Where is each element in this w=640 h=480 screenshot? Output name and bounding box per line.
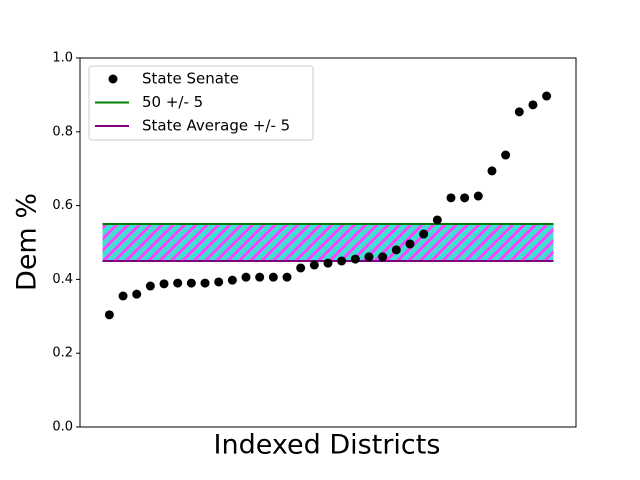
- y-tick-label: 0.0: [52, 420, 73, 435]
- point: [391, 245, 401, 255]
- band: [102, 224, 554, 261]
- x-axis-label: Indexed Districts: [214, 430, 441, 461]
- y-tick-label: 0.6: [52, 198, 73, 213]
- point: [378, 252, 388, 262]
- point: [405, 239, 415, 249]
- y-axis-label: Dem %: [12, 193, 43, 291]
- legend-label: 50 +/- 5: [142, 93, 203, 111]
- point: [514, 107, 524, 117]
- point: [528, 100, 538, 110]
- point: [159, 279, 169, 289]
- point: [337, 256, 347, 266]
- y-tick-label: 0.2: [52, 346, 73, 361]
- point: [104, 310, 114, 320]
- point: [282, 272, 292, 282]
- point: [446, 193, 456, 203]
- point: [268, 272, 278, 282]
- point: [145, 281, 155, 291]
- point: [364, 252, 374, 262]
- point: [432, 215, 442, 225]
- point: [118, 291, 128, 301]
- axes-frame: [79, 57, 577, 428]
- point: [419, 229, 429, 239]
- point: [460, 193, 470, 203]
- y-tick-label: 0.8: [52, 124, 73, 139]
- legend-label: State Average +/- 5: [142, 117, 290, 135]
- point: [350, 254, 360, 264]
- point: [323, 258, 333, 268]
- point: [501, 150, 511, 160]
- point: [487, 166, 497, 176]
- point: [214, 277, 224, 287]
- point: [309, 260, 319, 270]
- point: [132, 289, 142, 299]
- point: [200, 278, 210, 288]
- point: [241, 272, 251, 282]
- point: [473, 191, 483, 201]
- point: [186, 278, 196, 288]
- point: [227, 275, 237, 285]
- point: [296, 263, 306, 273]
- point: [173, 278, 183, 288]
- legend-marker: [108, 74, 118, 84]
- y-tick-label: 1.0: [52, 51, 73, 66]
- legend-label: State Senate: [142, 70, 239, 88]
- legend-box: [88, 65, 314, 141]
- y-tick-label: 0.4: [52, 272, 73, 287]
- point: [542, 91, 552, 101]
- point: [255, 272, 265, 282]
